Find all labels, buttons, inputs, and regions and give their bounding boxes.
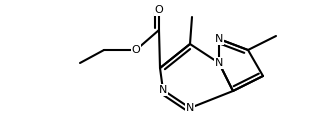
Text: N: N [215, 34, 223, 44]
Text: N: N [186, 103, 194, 113]
Text: O: O [132, 45, 140, 55]
Text: N: N [159, 85, 167, 95]
Text: O: O [155, 5, 163, 15]
Text: N: N [215, 58, 223, 68]
